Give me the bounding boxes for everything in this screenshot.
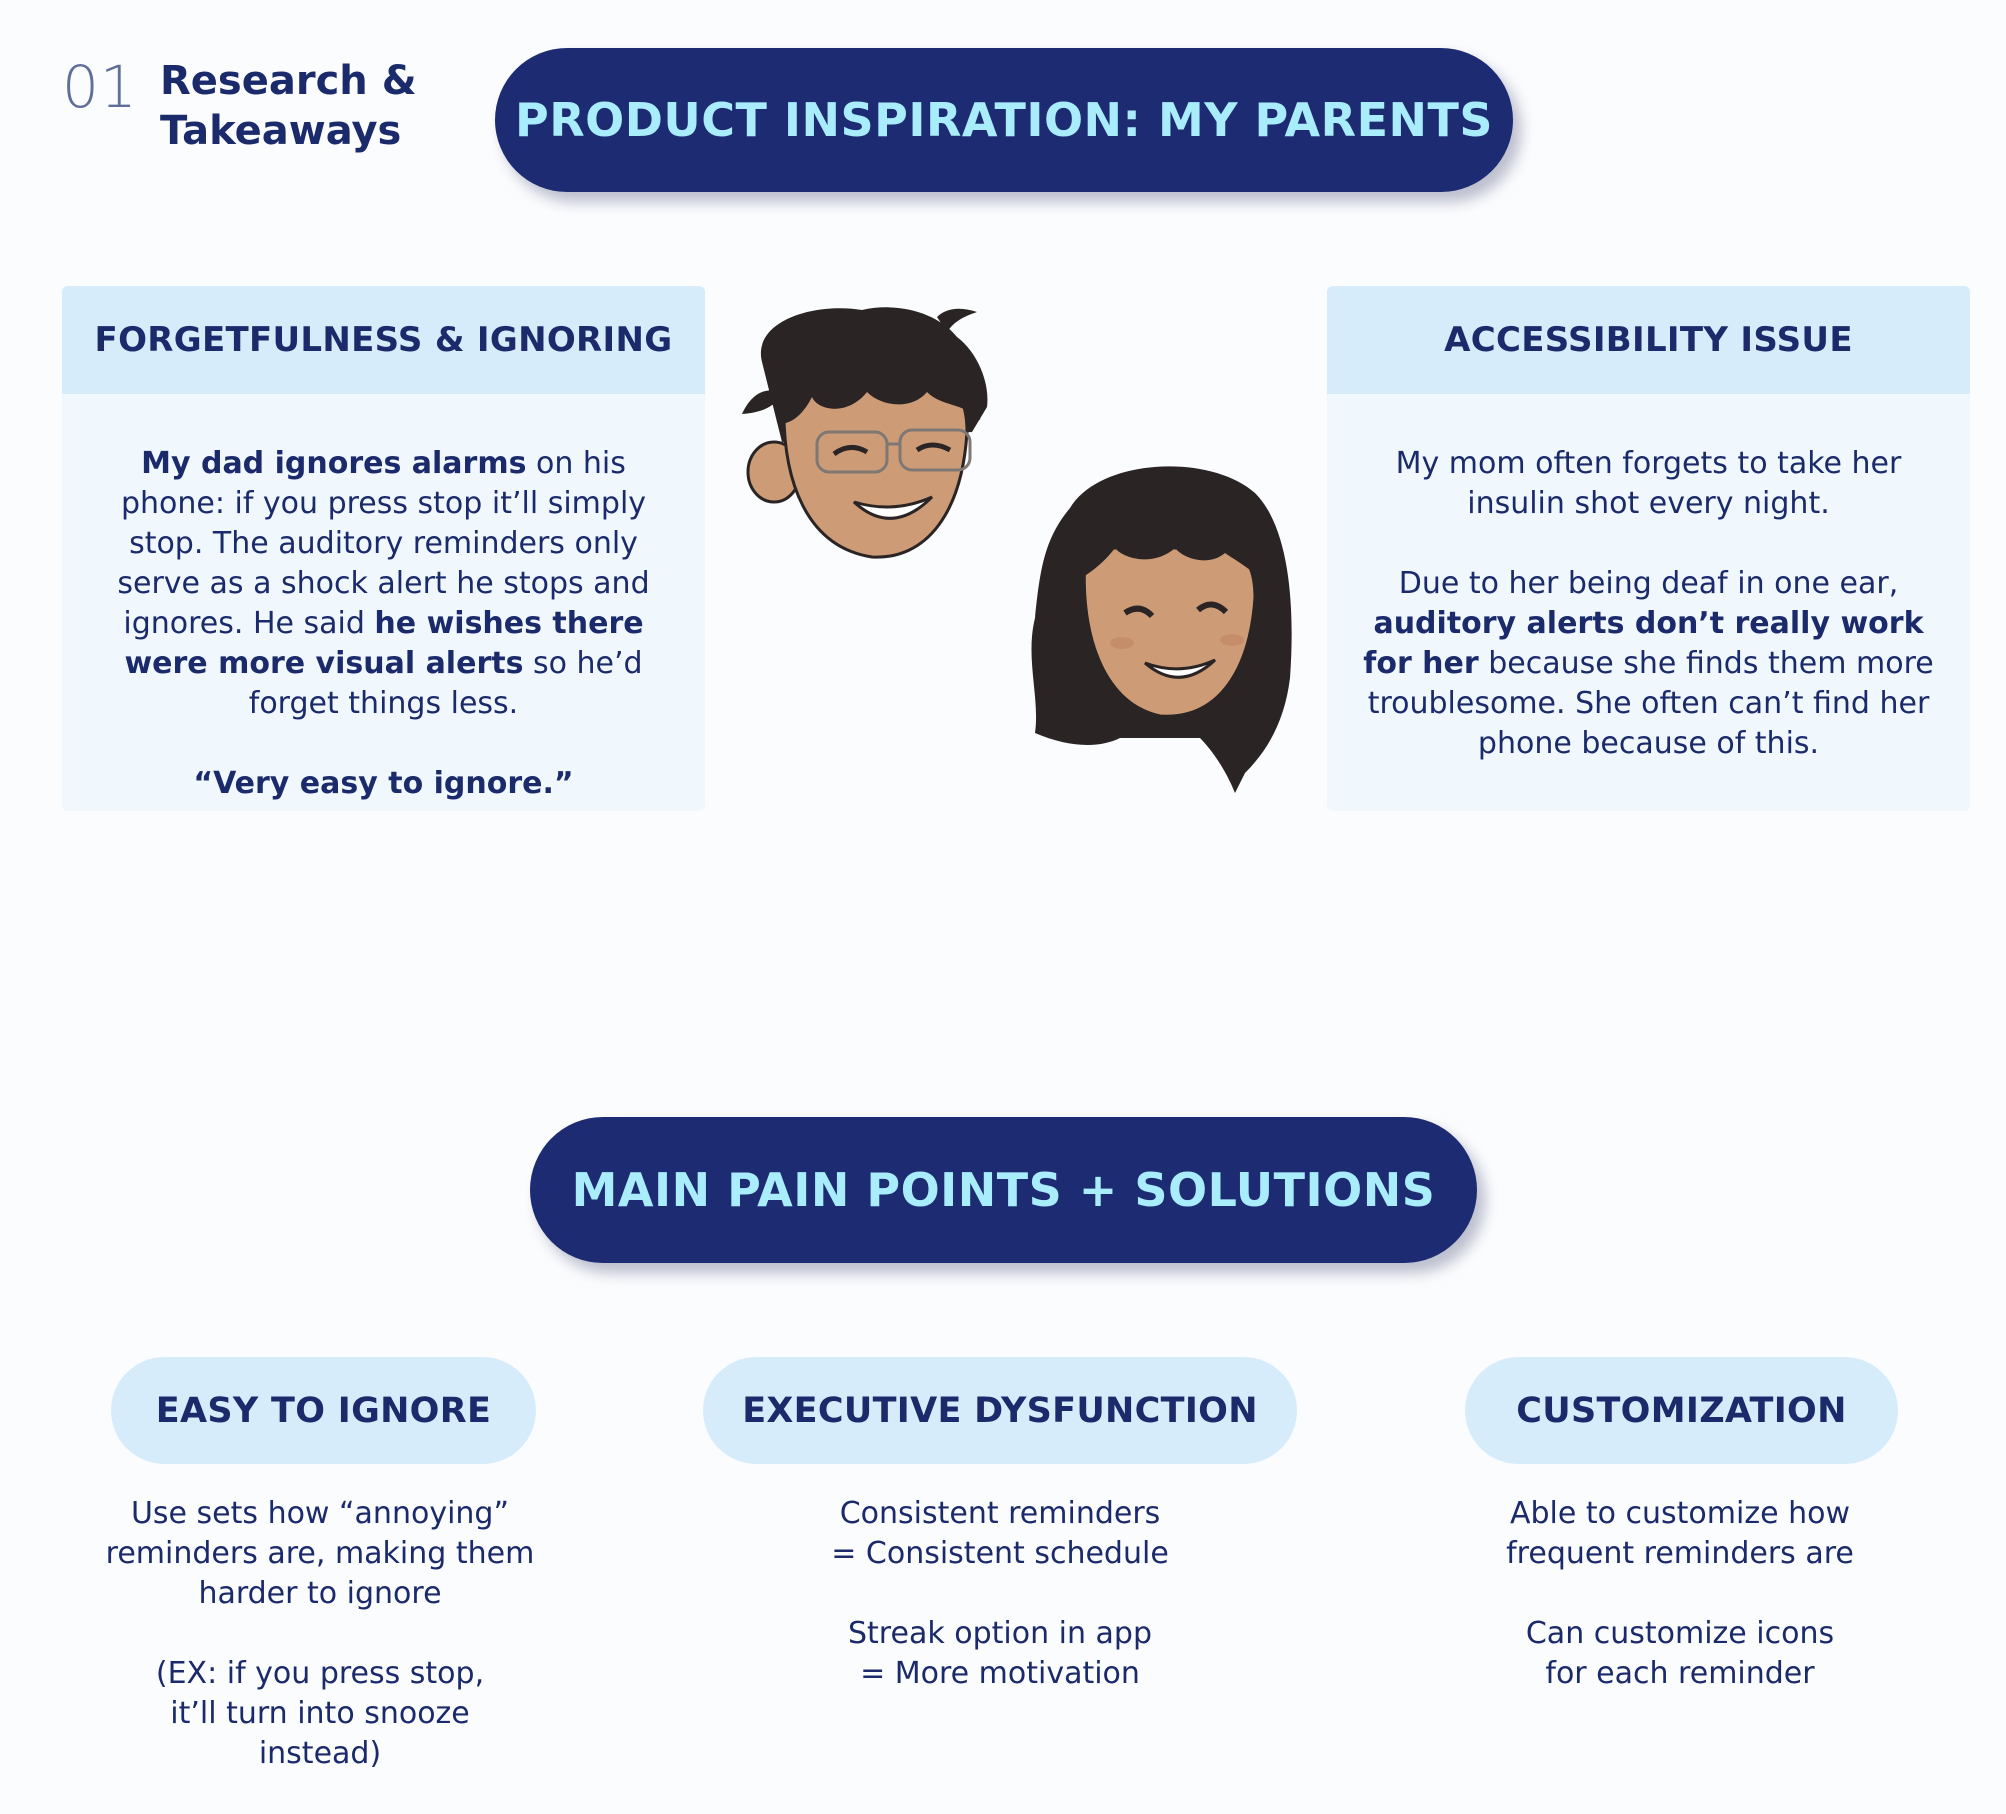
dad-bold-1: My dad ignores alarms	[141, 446, 527, 481]
inspiration-title: PRODUCT INSPIRATION: MY PARENTS	[515, 93, 1493, 147]
ignore-solution-line-2: (EX: if you press stop, it’ll turn into …	[155, 1656, 485, 1771]
forgetfulness-card-body: My dad ignores alarms on his phone: if y…	[62, 394, 705, 804]
exec-solution-line-2b: = More motivation	[860, 1656, 1140, 1691]
pain-points-title: MAIN PAIN POINTS + SOLUTIONS	[571, 1163, 1436, 1217]
forgetfulness-card-title: FORGETFULNESS & IGNORING	[62, 286, 705, 394]
dad-bold-2: he wishes there were more visual alerts	[124, 606, 644, 681]
mom-illustration	[1031, 466, 1292, 793]
accessibility-card: ACCESSIBILITY ISSUE My mom often forgets…	[1327, 286, 1970, 811]
dad-text-2: so he’d forget things less.	[248, 646, 643, 721]
dad-text-1: on his phone: if you press stop it’ll si…	[117, 446, 650, 641]
executive-dysfunction-solution: Consistent reminders = Consistent schedu…	[760, 1494, 1240, 1694]
mom-text-1: Due to her being deaf in one ear,	[1398, 566, 1899, 601]
custom-solution-line-2: Can customize icons for each reminder	[1525, 1616, 1835, 1691]
forgetfulness-card: FORGETFULNESS & IGNORING My dad ignores …	[62, 286, 705, 811]
dad-quote: “Very easy to ignore.”	[193, 766, 574, 801]
custom-solution-line-1: Able to customize how frequent reminders…	[1506, 1496, 1854, 1571]
section-number: 01	[62, 53, 138, 121]
pain-points-title-banner: MAIN PAIN POINTS + SOLUTIONS	[530, 1117, 1477, 1263]
inspiration-title-banner: PRODUCT INSPIRATION: MY PARENTS	[495, 48, 1513, 192]
exec-solution-line-2a: Streak option in app	[848, 1616, 1152, 1651]
accessibility-card-body: My mom often forgets to take her insulin…	[1327, 394, 1970, 764]
customization-solution: Able to customize how frequent reminders…	[1440, 1494, 1920, 1694]
dad-paragraph: My dad ignores alarms on his phone: if y…	[92, 444, 675, 724]
accessibility-card-title: ACCESSIBILITY ISSUE	[1327, 286, 1970, 394]
exec-solution-line-1b: = Consistent schedule	[831, 1536, 1169, 1571]
easy-to-ignore-solution: Use sets how “annoying” reminders are, m…	[80, 1494, 560, 1774]
mom-paragraph-1: My mom often forgets to take her insulin…	[1395, 446, 1902, 521]
mom-bold-1: auditory alerts don’t really work for he…	[1363, 606, 1924, 681]
easy-to-ignore-label: EASY TO IGNORE	[111, 1357, 536, 1464]
section-title: Research & Takeaways	[160, 58, 417, 154]
ignore-solution-line-1: Use sets how “annoying” reminders are, m…	[105, 1496, 535, 1611]
exec-solution-line-1a: Consistent reminders	[839, 1496, 1161, 1531]
customization-label: CUSTOMIZATION	[1465, 1357, 1898, 1464]
mom-paragraph-2: Due to her being deaf in one ear, audito…	[1357, 564, 1940, 764]
executive-dysfunction-label: EXECUTIVE DYSFUNCTION	[703, 1357, 1297, 1464]
mom-text-2: because she finds them more troublesome.…	[1367, 646, 1934, 761]
dad-illustration	[742, 307, 988, 559]
